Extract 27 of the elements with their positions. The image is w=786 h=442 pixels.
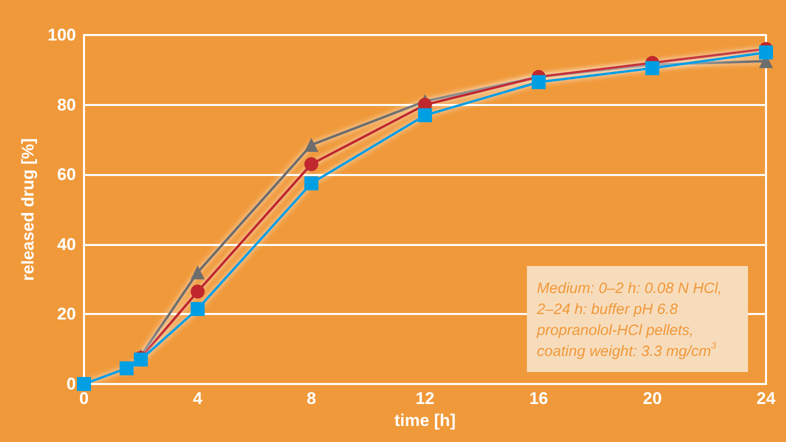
point (304, 176, 318, 190)
x-tick-label: 12 (416, 389, 434, 408)
point (304, 157, 318, 172)
point (190, 265, 205, 280)
point (120, 361, 134, 376)
x-axis-title: time [h] (394, 410, 456, 430)
point (190, 302, 205, 316)
point (304, 138, 318, 152)
x-tick-label: 24 (756, 389, 776, 408)
y-axis-title: released drug [%] (18, 138, 38, 281)
point (759, 45, 773, 60)
y-tick-label: 100 (48, 26, 76, 44)
y-tick-label: 40 (57, 234, 76, 254)
y-tick-label: 20 (57, 304, 76, 324)
x-tick-label: 20 (642, 389, 662, 408)
x-tick-label: 4 (192, 389, 203, 408)
point (418, 108, 432, 122)
point (532, 75, 546, 90)
x-tick-label: 16 (529, 389, 548, 408)
point (77, 377, 91, 391)
point (645, 61, 660, 76)
x-tick-label: 8 (306, 389, 316, 408)
x-tick-label: 0 (79, 389, 89, 408)
y-tick-label: 0 (66, 374, 76, 394)
point (190, 284, 205, 299)
y-tick-label: 80 (57, 95, 76, 114)
y-tick-label: 60 (57, 165, 76, 184)
